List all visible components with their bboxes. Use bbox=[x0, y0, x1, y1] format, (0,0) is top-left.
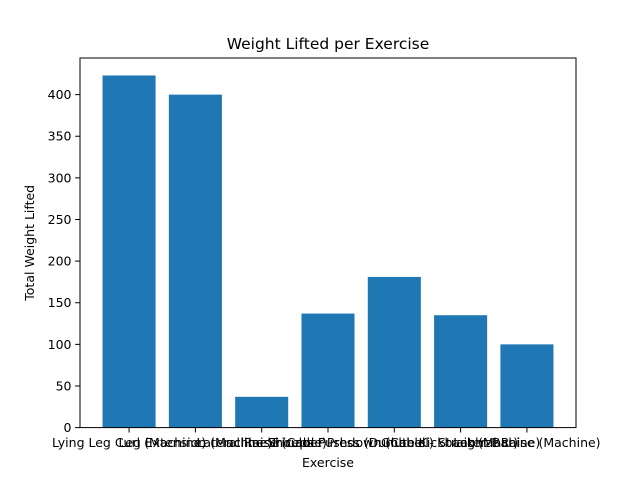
y-axis-label: Total Weight Lifted bbox=[22, 185, 37, 302]
x-axis-ticks: Lying Leg Curl (Machine)Leg Extension (M… bbox=[52, 427, 601, 450]
y-tick-label: 100 bbox=[48, 337, 72, 352]
bar bbox=[235, 396, 289, 428]
bar bbox=[301, 313, 355, 428]
y-tick-label: 300 bbox=[48, 170, 72, 185]
x-tick-label: Lateral Raise (Machine) bbox=[453, 435, 600, 450]
x-tick-label: Incline Shoulder Press (Dumbbell) bbox=[222, 435, 434, 450]
y-tick-label: 200 bbox=[48, 254, 72, 269]
y-tick-label: 0 bbox=[64, 420, 72, 435]
y-tick-label: 150 bbox=[48, 295, 72, 310]
x-tick-label: Lying Leg Curl (Machine) bbox=[52, 435, 206, 450]
x-tick-label: Lateral Raise (Cable) bbox=[196, 435, 326, 450]
bar bbox=[102, 75, 156, 428]
y-axis-ticks: 0 50 100 150 200 250 300 350 400 bbox=[48, 87, 80, 435]
y-tick-label: 50 bbox=[56, 378, 72, 393]
bar bbox=[168, 94, 222, 428]
bar bbox=[367, 276, 421, 428]
y-tick-label: 400 bbox=[48, 87, 72, 102]
plot-frame bbox=[79, 57, 577, 429]
bar bbox=[434, 315, 488, 428]
y-tick-label: 350 bbox=[48, 129, 72, 144]
x-tick-label: Glute Kickback (Machine) bbox=[381, 435, 540, 450]
chart-title: Weight Lifted per Exercise bbox=[227, 35, 430, 53]
x-tick-label: Leg Extension (Machine) bbox=[118, 435, 272, 450]
y-tick-label: 250 bbox=[48, 212, 72, 227]
x-tick-label: Triceps Pushdown (Cable - Straight Bar) bbox=[269, 435, 518, 450]
bar bbox=[500, 344, 554, 428]
x-axis-label: Exercise bbox=[302, 455, 354, 470]
bars-group bbox=[102, 75, 554, 428]
